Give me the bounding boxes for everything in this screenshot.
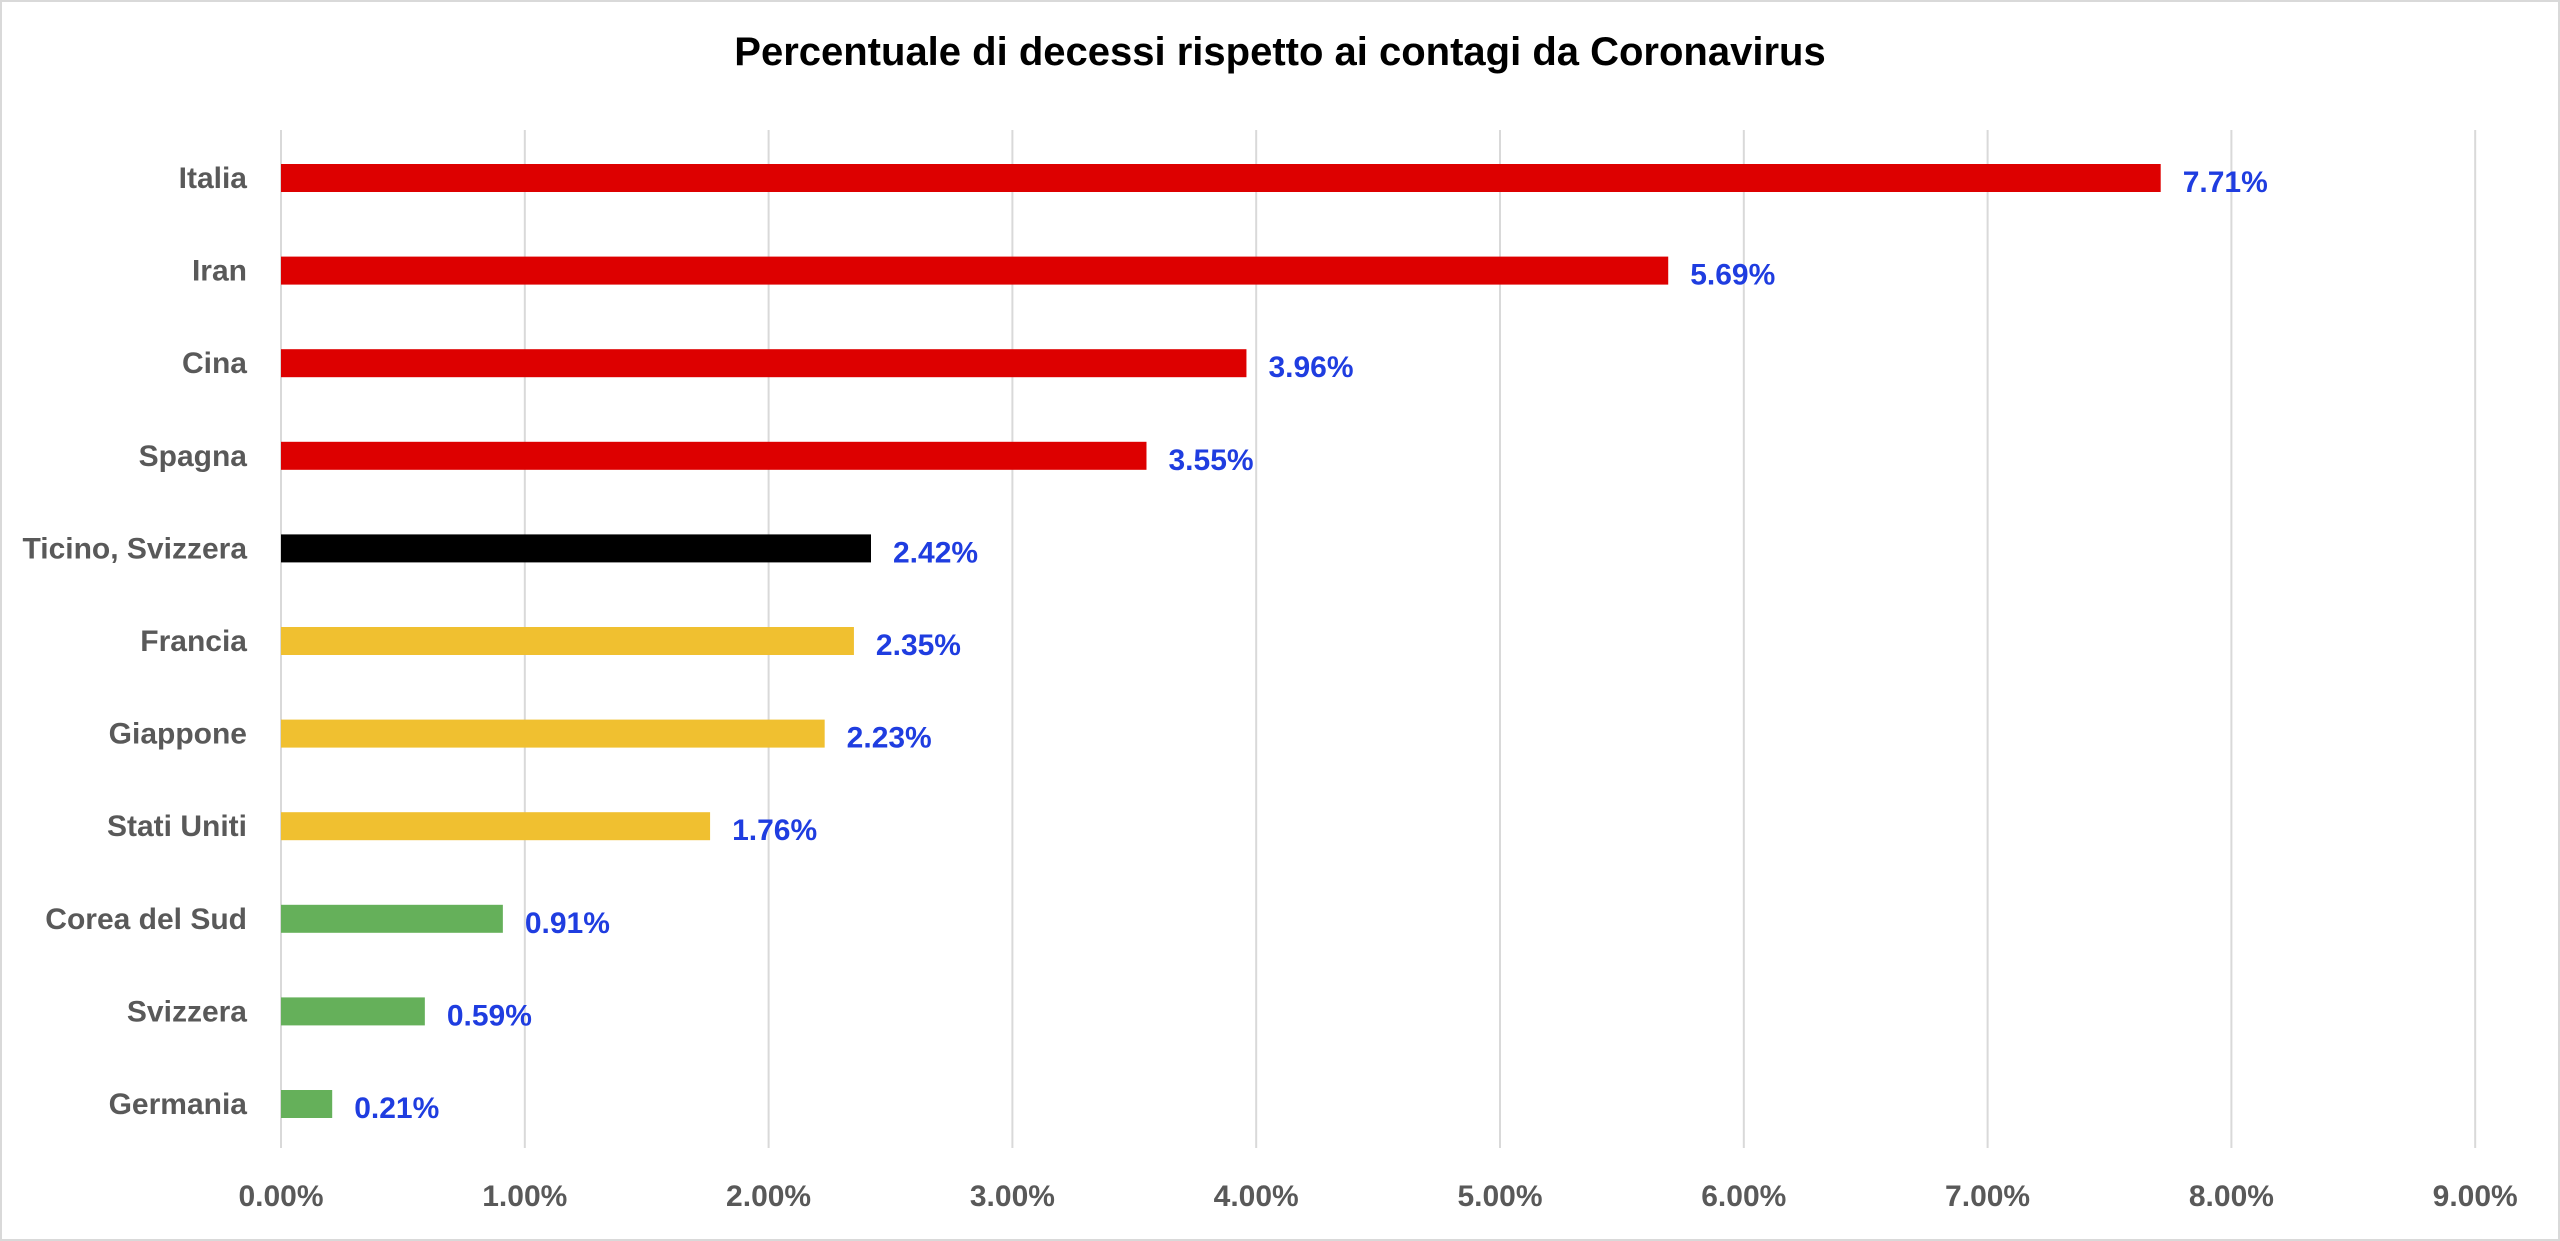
bar [281,812,711,841]
data-label: 3.96% [1268,351,1353,384]
bar [281,441,1147,470]
bar [281,256,1669,285]
category-labels: Italia Iran Cina Spagna Ticino, Svizzera Fran… [22,162,247,1121]
data-label: 2.35% [876,629,961,662]
category-label: Stati Uniti [107,810,247,843]
data-label: 2.23% [847,722,932,755]
value-labels: 7.71% 5.69% 3.96% 3.55% 2.42% 2.35% 2.23% 1.76%… [354,166,2268,1125]
data-label: 0.21% [354,1092,439,1125]
category-label: Corea del Sud [45,903,247,936]
category-label: Francia [140,625,247,658]
x-tick-labels: 0.00% 1.00% 2.00% 3.00% 4.00% 5.00% 6.00% 7.00%… [238,1180,2517,1213]
category-label: Germania [109,1088,248,1121]
x-tick-label: 6.00% [1701,1180,1786,1213]
bar [281,997,425,1026]
data-label: 2.42% [893,536,978,569]
category-label: Cina [182,347,247,380]
x-tick-label: 8.00% [2189,1180,2274,1213]
x-tick-label: 0.00% [238,1180,323,1213]
bars [281,164,2161,1118]
category-label: Spagna [139,440,248,473]
bar [281,349,1247,378]
category-label: Iran [192,255,247,288]
category-label: Svizzera [127,995,247,1028]
data-label: 1.76% [732,814,817,847]
category-label: Italia [179,162,248,195]
x-tick-label: 2.00% [726,1180,811,1213]
data-label: 0.59% [447,999,532,1032]
bar [281,164,2161,192]
x-tick-label: 5.00% [1457,1180,1542,1213]
data-label: 0.91% [525,907,610,940]
x-tick-label: 9.00% [2433,1180,2518,1213]
x-tick-label: 1.00% [482,1180,567,1213]
x-tick-label: 7.00% [1945,1180,2030,1213]
data-label: 5.69% [1690,259,1775,292]
category-label: Giappone [109,718,247,751]
bar [281,1090,333,1118]
bar [281,904,503,933]
data-label: 3.55% [1168,444,1253,477]
chart-title: Percentuale di decessi rispetto ai conta… [734,30,1826,74]
x-tick-label: 4.00% [1214,1180,1299,1213]
bar [281,627,854,655]
bar [281,534,871,563]
x-tick-label: 3.00% [970,1180,1055,1213]
data-label: 7.71% [2183,166,2268,199]
category-label: Ticino, Svizzera [22,532,247,565]
bar [281,719,825,748]
